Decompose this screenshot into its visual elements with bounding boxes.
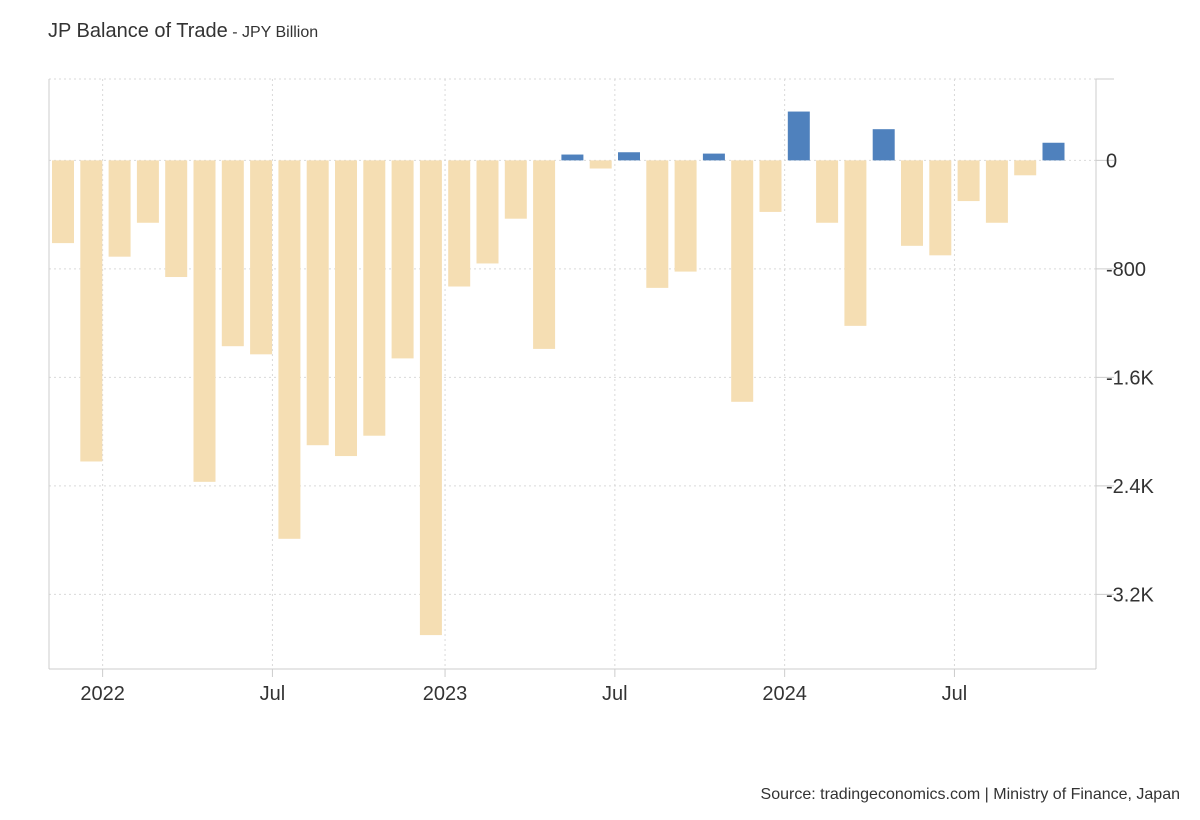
bar bbox=[1014, 160, 1037, 176]
x-tick-label: 2023 bbox=[423, 683, 468, 705]
bar bbox=[787, 111, 810, 161]
grid-lines bbox=[49, 78, 1096, 669]
y-tick-label: -800 bbox=[1106, 259, 1146, 281]
bar bbox=[419, 160, 442, 636]
bar bbox=[901, 160, 923, 246]
y-tick-label: -1.6K bbox=[1106, 367, 1154, 389]
bar bbox=[136, 160, 159, 223]
bar bbox=[165, 160, 188, 278]
chart-heading: JP Balance of Trade - JPY Billion bbox=[48, 20, 318, 43]
bar bbox=[335, 160, 357, 457]
bar bbox=[844, 160, 867, 326]
bar bbox=[504, 160, 527, 219]
bar bbox=[193, 160, 216, 482]
bar bbox=[957, 160, 980, 202]
bar bbox=[646, 160, 669, 288]
bar bbox=[561, 154, 584, 161]
y-tick-label: -3.2K bbox=[1106, 584, 1154, 606]
bar bbox=[985, 160, 1008, 223]
bar bbox=[448, 160, 471, 287]
bar bbox=[929, 160, 952, 256]
x-tick-label: 2024 bbox=[762, 683, 807, 705]
source-attribution: Source: tradingeconomics.com | Ministry … bbox=[760, 786, 1180, 803]
bar bbox=[306, 160, 329, 446]
bar bbox=[731, 160, 754, 402]
bar bbox=[816, 160, 839, 223]
x-tick-label: Jul bbox=[602, 683, 628, 705]
x-tick-label: Jul bbox=[942, 683, 968, 705]
bar bbox=[618, 152, 640, 161]
bars bbox=[52, 111, 1065, 636]
bar bbox=[108, 160, 131, 257]
x-tick-label: Jul bbox=[260, 683, 286, 705]
bar bbox=[589, 160, 612, 169]
bar bbox=[278, 160, 301, 539]
bar bbox=[80, 160, 103, 462]
y-tick-label: 0 bbox=[1106, 150, 1117, 172]
bar bbox=[476, 160, 499, 264]
bar bbox=[391, 160, 414, 359]
bar bbox=[674, 160, 697, 272]
bar bbox=[702, 153, 725, 161]
chart-subtitle: JPY Billion bbox=[241, 24, 319, 41]
bar bbox=[1042, 142, 1065, 161]
tick-labels: 0 -800 -1.6K -2.4K -3.2K 2022 Jul 2023 Jul 2024 Ju… bbox=[80, 150, 1154, 705]
bar bbox=[533, 160, 556, 349]
chart-title: JP Balance of Trade bbox=[48, 20, 228, 42]
bar bbox=[759, 160, 782, 212]
bar bbox=[872, 129, 895, 161]
y-tick-label: -2.4K bbox=[1106, 476, 1154, 498]
bar bbox=[221, 160, 244, 347]
bar bbox=[250, 160, 273, 355]
bar bbox=[52, 160, 74, 244]
x-tick-label: 2022 bbox=[80, 683, 125, 705]
axes bbox=[48, 78, 1114, 677]
chart-subtitle-separator: - bbox=[227, 24, 242, 41]
bar bbox=[363, 160, 386, 436]
